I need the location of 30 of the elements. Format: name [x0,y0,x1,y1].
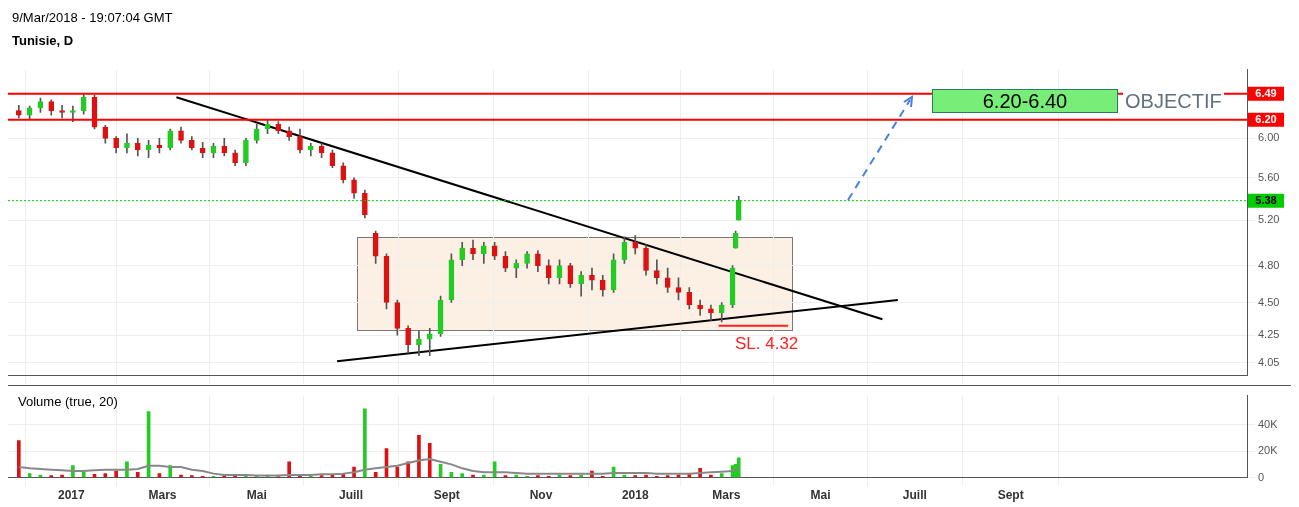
x-tick-label: Sept [997,488,1024,503]
y-tick-label: 40K [1258,417,1279,430]
y-tick-label: 0 [1258,470,1265,483]
ref-line-label: 6.49 [1255,86,1277,99]
x-tick-label: Juill [338,488,363,503]
x-tick-label: Mars [712,488,741,503]
x-tick-label: Mars [148,488,177,503]
y-tick-label: 5.20 [1258,213,1280,226]
x-tick-label: 2018 [621,488,649,503]
y-tick-label: 4.50 [1258,295,1280,308]
x-tick-label: Mai [246,488,267,503]
annotation: 6.20-6.40 [982,90,1068,112]
x-tick-label: 2017 [57,488,86,503]
chart-title: Tunisie, D [12,33,74,48]
y-tick-label: 4.80 [1258,258,1280,271]
annotation: SL. 4.32 [735,334,799,353]
y-tick-label: 6.00 [1258,131,1280,144]
y-tick-label: 4.05 [1258,355,1280,368]
x-tick-label: Sept [433,488,460,503]
y-tick-label: 4.25 [1258,328,1280,341]
ref-line-label: 5.38 [1255,193,1277,206]
x-tick-label: Nov [529,488,553,503]
chart-subtitle: 9/Mar/2018 - 19:07:04 GMT [12,10,173,25]
x-tick-label: Juill [902,488,927,503]
y-tick-label: 5.60 [1258,170,1280,183]
annotation: OBJECTIF [1125,90,1222,112]
y-tick-label: 20K [1258,444,1279,457]
ref-line-label: 6.20 [1255,112,1277,125]
x-tick-label: Mai [810,488,831,503]
chart-title: Volume (true, 20) [18,394,118,409]
